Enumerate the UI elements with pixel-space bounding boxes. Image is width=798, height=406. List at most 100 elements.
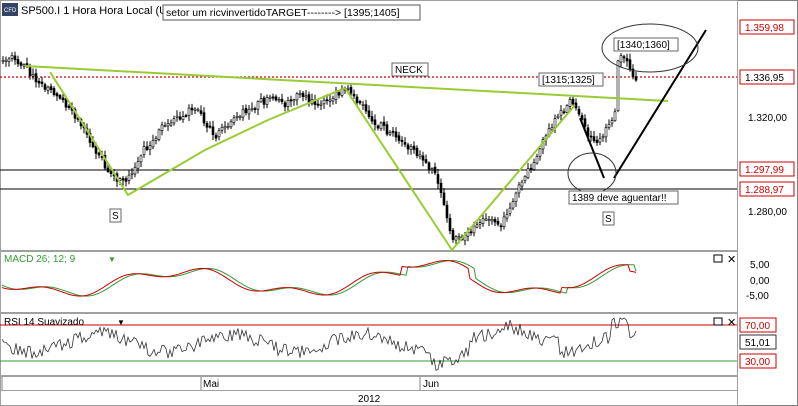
- candle-body: [607, 124, 611, 128]
- candle-body: [535, 156, 539, 164]
- candle-body: [196, 109, 200, 111]
- candle-body: [193, 108, 197, 111]
- candle-body: [532, 162, 536, 170]
- candle-body: [133, 167, 137, 175]
- candle-body: [226, 126, 230, 128]
- price-tag-1297-text: 1.297,99: [745, 165, 784, 176]
- candle-body: [523, 176, 527, 182]
- candle-body: [265, 97, 269, 105]
- candle-body: [418, 154, 422, 158]
- candle-body: [304, 95, 308, 98]
- candle-body: [403, 142, 407, 145]
- candle-body: [328, 99, 332, 102]
- candle-body: [484, 218, 488, 221]
- candle-body: [550, 127, 554, 131]
- candles-group: [1, 51, 638, 246]
- candle-body: [346, 87, 350, 90]
- zone-1340-label: [1340;1360]: [617, 40, 670, 51]
- candle-body: [349, 87, 353, 94]
- price-tag-1336: [739, 69, 795, 85]
- candle-body: [373, 119, 377, 126]
- rsi-close-icon[interactable]: ✕: [727, 317, 736, 329]
- candle-body: [568, 99, 572, 107]
- candle-body: [151, 140, 155, 148]
- candle-body: [337, 92, 341, 96]
- candle-body: [274, 96, 278, 101]
- chart-title: SP500.I 1 Hora Hora Local (UTC-3): [21, 5, 195, 17]
- candle-body: [478, 222, 482, 225]
- candle-body: [301, 92, 305, 97]
- candle-body: [16, 59, 20, 65]
- candle-body: [268, 96, 272, 99]
- candle-body: [286, 100, 290, 107]
- candle-body: [298, 93, 302, 95]
- projection-line-up: [613, 29, 707, 179]
- shoulder-left-box: [109, 208, 122, 223]
- support-note: 1389 deve aguentar!!: [572, 193, 667, 204]
- candle-body: [52, 88, 56, 96]
- candle-body: [433, 166, 437, 174]
- target-ellipse: [601, 23, 699, 73]
- left-shoulder-line: [49, 71, 346, 197]
- candle-body: [520, 181, 524, 187]
- target-label-box: [162, 4, 421, 21]
- candle-body: [232, 117, 236, 123]
- candle-body: [121, 178, 125, 181]
- candle-body: [598, 138, 602, 143]
- rsi-plot-frame: [0, 313, 738, 376]
- candle-body: [208, 125, 212, 128]
- price-tag-1288: [739, 181, 795, 197]
- candle-body: [439, 182, 443, 193]
- macd-lines: [1, 259, 637, 297]
- candle-body: [355, 96, 359, 103]
- candle-body: [199, 110, 203, 114]
- candle-body: [211, 126, 215, 136]
- candle-body: [160, 124, 164, 131]
- candle-body: [496, 220, 500, 225]
- candle-body: [97, 152, 101, 156]
- candle-body: [184, 115, 188, 117]
- candle-body: [172, 118, 176, 124]
- rsi-maximize-icon[interactable]: [713, 317, 723, 326]
- candle-body: [292, 99, 296, 102]
- candle-body: [253, 108, 257, 111]
- x-label-jun: Jun: [423, 379, 439, 390]
- macd-close-icon[interactable]: ✕: [727, 254, 736, 266]
- macd-dropdown-icon[interactable]: ▼: [108, 255, 116, 264]
- candle-body: [190, 107, 194, 111]
- candle-body: [580, 115, 584, 120]
- rsi-dropdown-icon[interactable]: ▼: [117, 318, 125, 327]
- shoulder-left-label: S: [112, 211, 119, 222]
- candle-body: [400, 139, 404, 142]
- candle-body: [280, 98, 284, 102]
- rsi-tag-30-text: 30,00: [745, 357, 770, 368]
- candle-body: [415, 147, 419, 156]
- macd-maximize-icon[interactable]: [713, 254, 723, 263]
- candle-body: [262, 97, 266, 105]
- candle-body: [295, 93, 299, 101]
- candle-body: [451, 229, 455, 240]
- candle-body: [385, 124, 389, 135]
- candle-body: [526, 168, 530, 179]
- candle-body: [553, 118, 557, 128]
- candle-body: [217, 130, 221, 138]
- candle-body: [436, 174, 440, 184]
- candle-body: [397, 135, 401, 141]
- y-tick-1320: 1.320,00: [748, 113, 787, 124]
- rsi-tag-51: [739, 334, 777, 350]
- candle-body: [145, 146, 149, 150]
- candle-body: [214, 135, 218, 139]
- candle-body: [142, 146, 146, 155]
- candle-body: [352, 93, 356, 97]
- candle-body: [124, 178, 128, 182]
- zone-1315-label: [1315;1325]: [542, 75, 595, 86]
- macd-tick-0: 0,00: [750, 276, 770, 287]
- candle-body: [622, 56, 626, 59]
- candle-body: [595, 139, 599, 143]
- right-shoulder-line: [344, 87, 576, 252]
- shoulder-right-box: [602, 211, 615, 226]
- candle-body: [592, 136, 596, 142]
- candle-body: [61, 97, 65, 101]
- candle-body: [202, 112, 206, 124]
